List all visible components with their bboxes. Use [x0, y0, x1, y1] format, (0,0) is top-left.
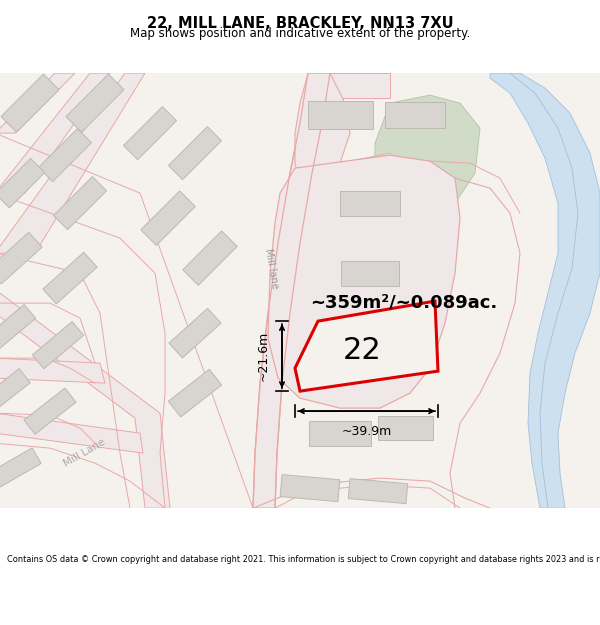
Polygon shape	[169, 369, 221, 417]
Text: ~359m²/~0.089ac.: ~359m²/~0.089ac.	[310, 293, 497, 311]
Polygon shape	[43, 253, 97, 304]
Text: Mill Lane: Mill Lane	[62, 438, 107, 469]
Polygon shape	[0, 158, 45, 208]
Polygon shape	[0, 304, 36, 352]
Polygon shape	[169, 308, 221, 358]
Text: Mill lane: Mill lane	[263, 247, 280, 289]
Polygon shape	[0, 413, 143, 453]
Text: 22, MILL LANE, BRACKLEY, NN13 7XU: 22, MILL LANE, BRACKLEY, NN13 7XU	[146, 16, 454, 31]
Polygon shape	[0, 73, 75, 133]
Polygon shape	[53, 177, 107, 229]
Polygon shape	[348, 479, 408, 504]
Polygon shape	[309, 421, 371, 446]
Polygon shape	[141, 191, 195, 246]
Polygon shape	[253, 73, 330, 508]
Polygon shape	[341, 261, 399, 286]
Polygon shape	[24, 388, 76, 434]
Polygon shape	[169, 127, 221, 179]
Polygon shape	[0, 73, 145, 253]
Polygon shape	[183, 231, 237, 286]
Polygon shape	[340, 153, 395, 183]
Polygon shape	[308, 73, 390, 98]
Polygon shape	[280, 474, 340, 502]
Polygon shape	[0, 293, 170, 508]
Polygon shape	[32, 321, 84, 369]
Polygon shape	[377, 416, 433, 440]
Polygon shape	[0, 369, 30, 414]
Text: Contains OS data © Crown copyright and database right 2021. This information is : Contains OS data © Crown copyright and d…	[7, 555, 600, 564]
Polygon shape	[340, 191, 400, 216]
Polygon shape	[0, 73, 110, 193]
Polygon shape	[0, 73, 600, 508]
Polygon shape	[0, 358, 105, 383]
Polygon shape	[375, 95, 480, 213]
Polygon shape	[124, 107, 176, 159]
Text: 22: 22	[343, 336, 382, 365]
Text: Map shows position and indicative extent of the property.: Map shows position and indicative extent…	[130, 27, 470, 40]
Text: ~39.9m: ~39.9m	[341, 425, 392, 438]
Polygon shape	[490, 73, 600, 508]
Polygon shape	[268, 155, 460, 408]
Text: ~21.6m: ~21.6m	[257, 331, 270, 381]
Polygon shape	[385, 102, 445, 128]
Polygon shape	[1, 74, 59, 132]
Polygon shape	[308, 101, 373, 129]
Polygon shape	[0, 448, 41, 488]
Polygon shape	[0, 232, 42, 284]
Polygon shape	[295, 73, 350, 193]
Polygon shape	[38, 129, 92, 182]
Polygon shape	[66, 74, 124, 132]
Polygon shape	[295, 301, 438, 391]
